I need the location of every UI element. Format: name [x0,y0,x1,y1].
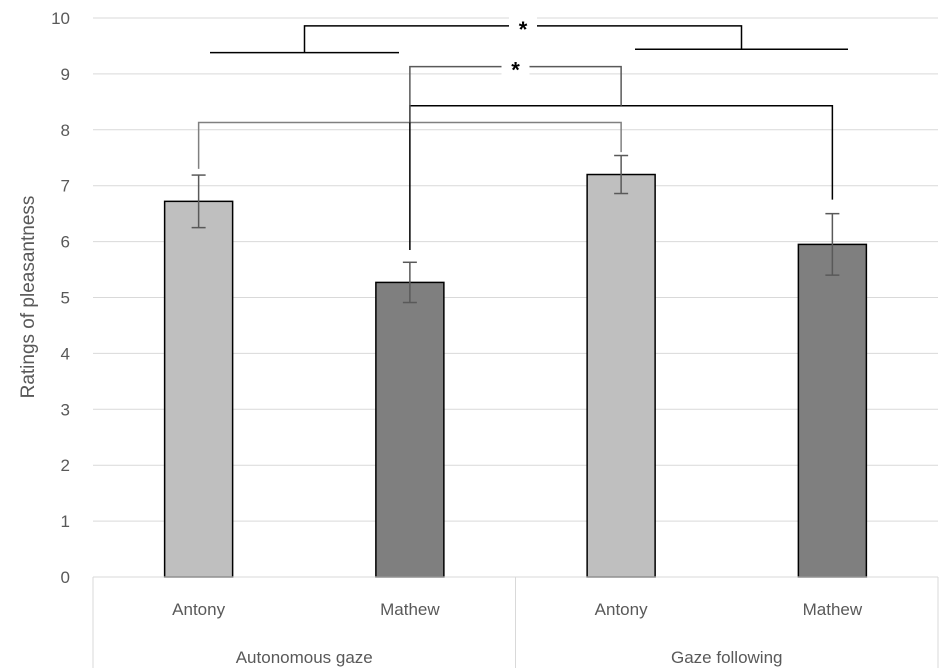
significance-star: * [519,17,528,42]
bar [586,173,656,578]
y-tick-label: 5 [61,289,70,308]
bars [163,173,868,578]
y-tick-label: 9 [61,65,70,84]
y-tick-label: 1 [61,512,70,531]
y-tick-label: 0 [61,568,70,587]
bar [163,200,234,578]
bar [375,281,445,578]
star-mask [509,15,537,36]
x-axis: Antony Mathew Autonomous gaze Antony Mathew G… [92,576,939,668]
y-tick-label: 10 [51,9,70,28]
y-axis-ticks: 0 1 2 3 4 5 6 7 8 9 10 [51,9,70,587]
significance-star: * [511,58,520,83]
bar [797,243,868,578]
x-group-label: Autonomous gaze [236,648,373,667]
y-tick-label: 2 [61,456,70,475]
x-tick-label: Antony [595,600,648,619]
x-tick-label: Mathew [803,600,863,619]
y-tick-label: 8 [61,121,70,140]
y-tick-label: 3 [61,400,70,419]
x-tick-label: Mathew [380,600,440,619]
y-tick-label: 4 [61,344,70,363]
x-tick-label: Antony [172,600,225,619]
y-tick-label: 7 [61,177,70,196]
y-axis-label: Ratings of pleasantness [18,196,39,399]
star-mask [501,56,530,77]
y-tick-label: 6 [61,233,70,252]
x-group-label: Gaze following [671,648,783,667]
error-bars [191,154,840,304]
significance-brackets: ** [197,15,848,250]
